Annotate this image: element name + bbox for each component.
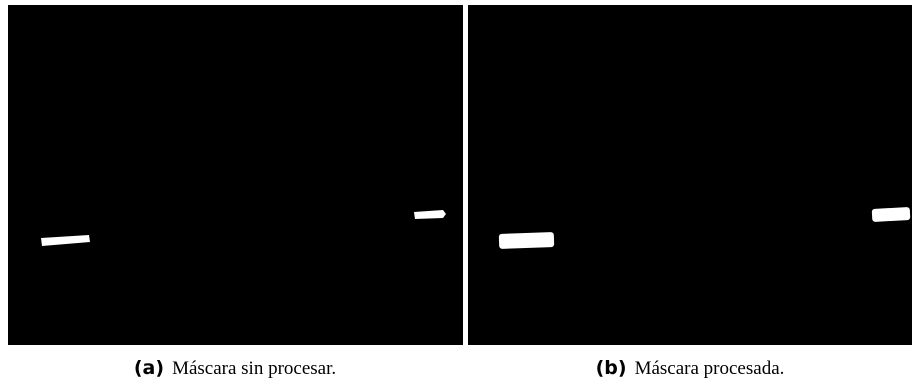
caption-a: (a) Máscara sin procesar.	[134, 357, 336, 379]
subfigure-label: (a)	[134, 357, 164, 379]
subfigure-caption: Máscara procesada.	[635, 358, 785, 379]
figure: (a) Máscara sin procesar. (b) Máscara proc…	[0, 0, 912, 385]
mask-blob	[499, 232, 554, 249]
subfigure-label: (b)	[596, 357, 627, 379]
page: (a) Máscara sin procesar. (b) Máscara proc…	[0, 0, 912, 385]
mask-image-raw	[8, 5, 463, 345]
mask-blob	[872, 207, 911, 222]
subfigure-caption: Máscara sin procesar.	[172, 358, 336, 379]
mask-image-processed	[468, 5, 912, 345]
caption-b: (b) Máscara procesada.	[596, 357, 785, 379]
